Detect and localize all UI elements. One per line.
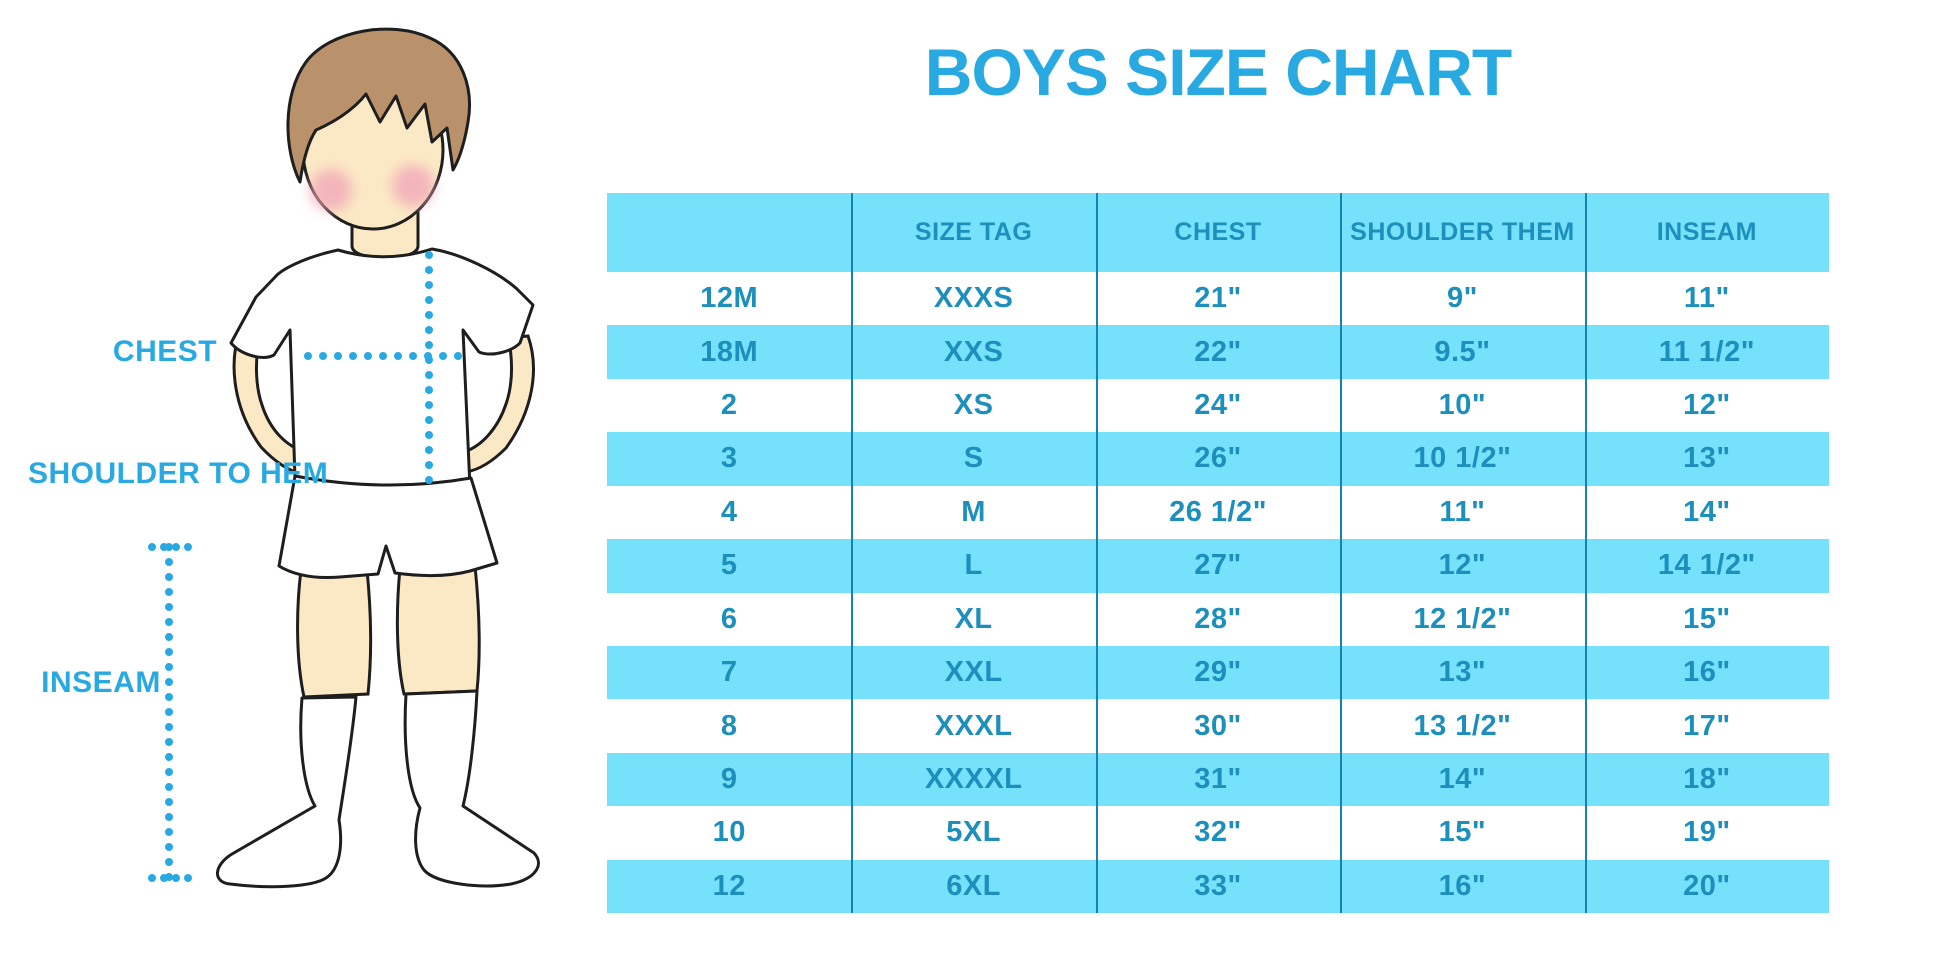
table-cell: 11"	[1439, 495, 1486, 528]
table-cell: 26 1/2"	[1169, 495, 1267, 528]
table-cell: 13"	[1438, 656, 1487, 689]
table-cell: 11 1/2"	[1658, 335, 1755, 368]
table-cell: 19"	[1683, 816, 1731, 849]
table-row: 4 M 26 1/2" 11" 14"	[607, 485, 1829, 540]
table-cell: 10"	[1438, 389, 1487, 422]
table-cell: 10	[712, 816, 746, 849]
boy-cheek-left	[310, 169, 352, 211]
table-cell: 15"	[1683, 602, 1731, 635]
table-cell: XS	[953, 389, 994, 422]
table-cell: 12 1/2"	[1413, 602, 1512, 635]
table-cell: 8	[720, 709, 738, 742]
column-separator	[851, 193, 854, 913]
table-cell: XXXS	[933, 282, 1014, 315]
table-cell: 21"	[1194, 282, 1242, 315]
table-cell: 11"	[1683, 282, 1730, 315]
table-cell: 10 1/2"	[1413, 442, 1512, 475]
column-separator	[1340, 193, 1343, 913]
column-separator	[1584, 193, 1587, 913]
boy-illustration	[148, 27, 540, 889]
table-cell: 13 1/2"	[1413, 709, 1512, 742]
table-cell: 18"	[1683, 763, 1731, 795]
size-chart-table: SIZE TAG CHEST SHOULDER THEM INSEAM 12M XXXS 2…	[607, 193, 1829, 914]
table-row: 12 6XL 33" 16" 20"	[607, 859, 1829, 914]
table-row: 12M XXXS 21" 9" 11"	[607, 272, 1829, 326]
table-cell: 14"	[1683, 495, 1731, 528]
boy-sock-left	[216, 695, 358, 889]
table-cell: M	[961, 495, 986, 528]
table-cell: 12	[712, 869, 746, 902]
table-cell: 12"	[1438, 549, 1487, 582]
table-cell: 3	[720, 442, 738, 475]
table-cell: 14 1/2"	[1657, 549, 1756, 582]
table-cell: 16"	[1683, 656, 1731, 689]
boy-leg-left	[296, 568, 373, 699]
table-row: 7 XXL 29" 13" 16"	[607, 645, 1829, 700]
table-cell: 24"	[1194, 389, 1242, 422]
inseam-measure-line	[148, 543, 194, 882]
table-cell: 22"	[1194, 335, 1242, 368]
boy-arm-right	[462, 334, 535, 474]
shoulder-to-hem-label: SHOULDER TO HEM	[28, 457, 329, 490]
table-cell: 2	[720, 389, 738, 422]
column-header	[607, 193, 851, 272]
table-cell: 14"	[1438, 763, 1487, 795]
table-cell: 17"	[1683, 709, 1731, 742]
table-row: 2 XS 24" 10" 12"	[607, 378, 1829, 433]
boy-cheek-right	[392, 165, 434, 207]
page-title: BOYS SIZE CHART	[924, 35, 1512, 109]
table-row: 8 XXXL 30" 13 1/2" 17"	[607, 699, 1829, 753]
table-row: 9 XXXXL 31" 14" 18"	[607, 752, 1829, 807]
table-cell: 33"	[1194, 869, 1242, 902]
table-cell: 20"	[1683, 869, 1731, 902]
table-row: 3 S 26" 10 1/2" 13"	[607, 432, 1829, 486]
table-cell: 26"	[1194, 442, 1242, 475]
table-cell: 7	[720, 656, 738, 689]
inseam-label: INSEAM	[41, 666, 161, 699]
table-cell: 9	[720, 763, 738, 795]
table-cell: 31"	[1194, 763, 1242, 795]
table-cell: 30"	[1194, 709, 1242, 742]
table-cell: 16"	[1438, 869, 1487, 902]
column-header: INSEAM	[1656, 218, 1757, 246]
table-cell: 28"	[1194, 602, 1242, 635]
table-cell: 13"	[1683, 442, 1731, 475]
table-cell: XL	[954, 602, 993, 635]
table-header-row: SIZE TAG CHEST SHOULDER THEM INSEAM	[607, 193, 1829, 272]
table-cell: 18M	[700, 335, 759, 368]
boy-leg-right	[395, 564, 481, 696]
column-header: CHEST	[1174, 218, 1262, 246]
table-cell: 32"	[1194, 816, 1242, 849]
table-cell: 9.5"	[1434, 335, 1491, 368]
table-cell: 6	[720, 602, 738, 635]
chest-label: CHEST	[112, 335, 218, 368]
boy-shorts	[277, 474, 499, 579]
boy-hair	[286, 27, 471, 184]
table-cell: 15"	[1438, 816, 1487, 849]
column-header: SHOULDER THEM	[1350, 218, 1575, 246]
table-cell: 5	[720, 549, 738, 582]
table-row: 10 5XL 32" 15" 19"	[607, 806, 1829, 860]
table-cell: 12M	[700, 282, 759, 315]
boy-sock-right	[403, 689, 540, 888]
table-cell: XXXL	[934, 709, 1013, 742]
table-cell: 12"	[1683, 389, 1731, 422]
table-cell: 27"	[1194, 549, 1242, 582]
table-row: 5 L 27" 12" 14 1/2"	[607, 539, 1829, 593]
table-row: 6 XL 28" 12 1/2" 15"	[607, 592, 1829, 646]
table-cell: 9"	[1446, 282, 1478, 315]
table-cell: L	[964, 549, 983, 582]
table-cell: 29"	[1194, 656, 1242, 689]
table-row: 18M XXS 22" 9.5" 11 1/2"	[607, 325, 1829, 379]
table-cell: XXXXL	[924, 763, 1023, 795]
table-cell: 5XL	[946, 816, 1001, 849]
table-cell: XXS	[943, 335, 1004, 368]
table-cell: XXL	[944, 656, 1003, 689]
table-cell: 4	[720, 495, 738, 528]
table-cell: 6XL	[946, 869, 1001, 902]
table-cell: S	[963, 442, 984, 475]
column-header: SIZE TAG	[914, 218, 1033, 246]
column-separator	[1095, 193, 1098, 913]
